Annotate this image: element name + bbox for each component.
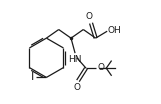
- Text: OH: OH: [108, 26, 122, 35]
- Text: HN: HN: [68, 55, 82, 64]
- Text: O: O: [86, 12, 93, 21]
- Text: I: I: [31, 72, 34, 82]
- Text: O: O: [97, 63, 104, 72]
- Text: O: O: [73, 83, 80, 92]
